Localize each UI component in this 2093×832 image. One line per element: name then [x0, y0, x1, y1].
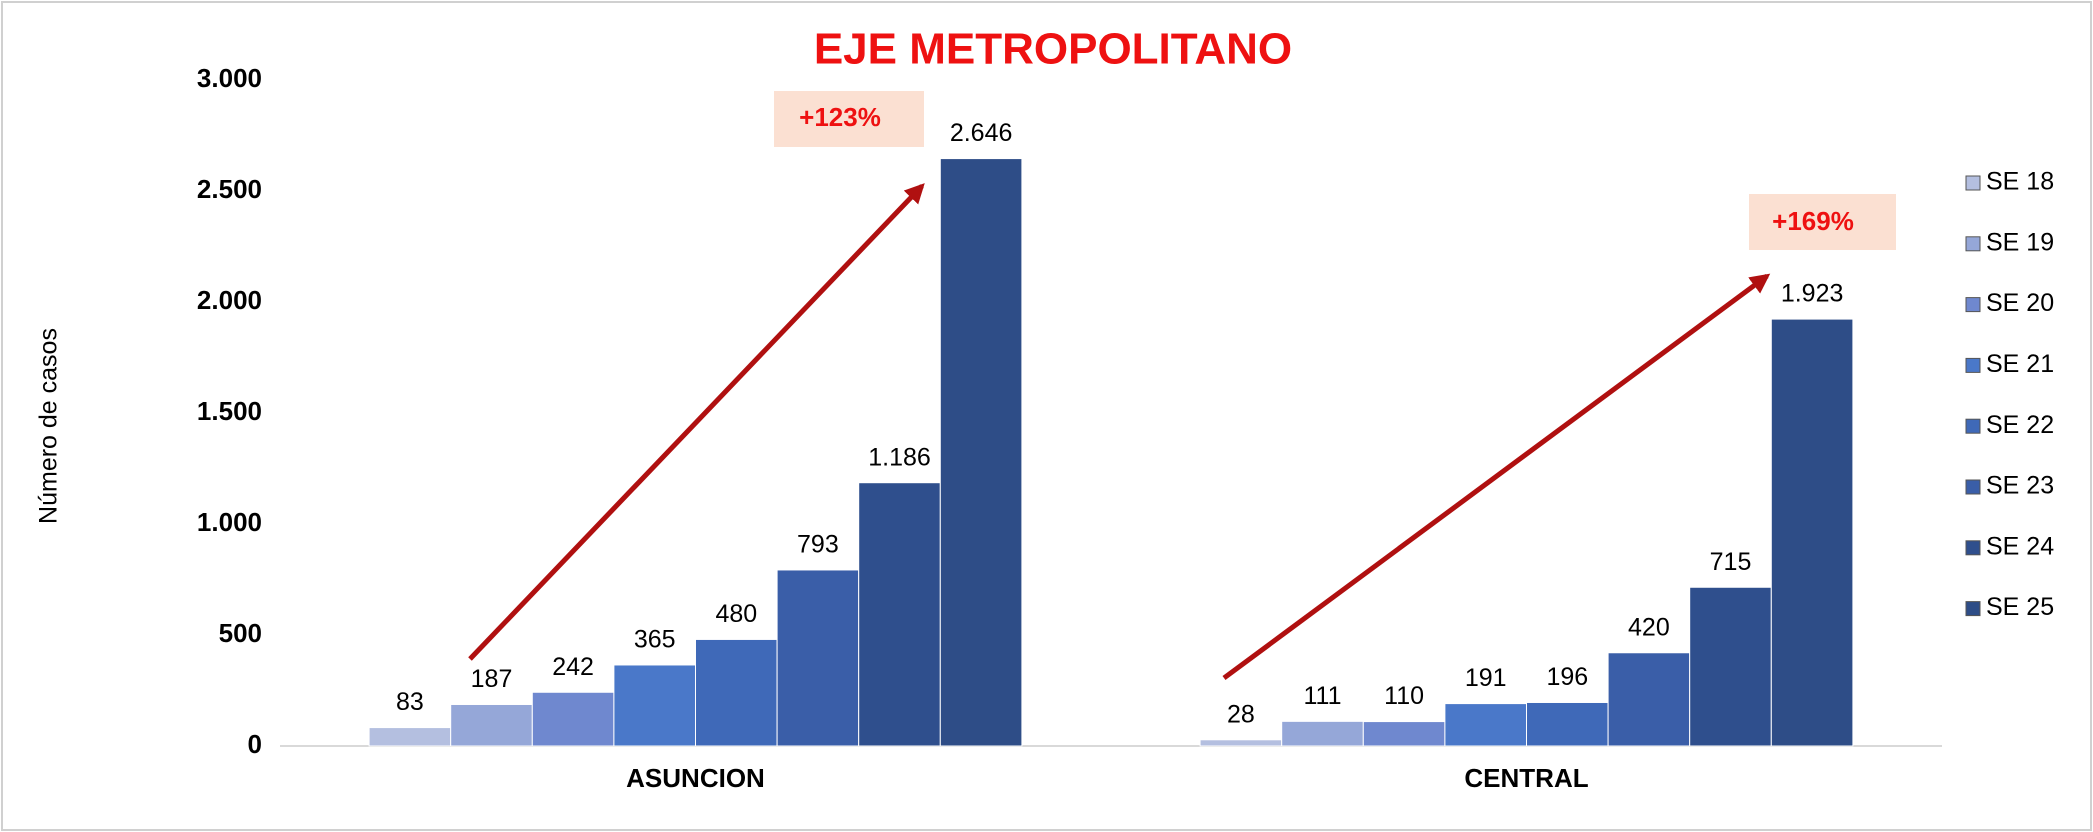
- legend-swatch: [1965, 175, 1981, 191]
- bar: [1689, 586, 1772, 747]
- data-label: 715: [1710, 548, 1752, 576]
- y-tick-label: 2.000: [197, 285, 262, 315]
- data-label: 480: [715, 600, 757, 628]
- legend-swatch: [1965, 479, 1981, 495]
- data-label: 111: [1303, 682, 1341, 710]
- legend-label: SE 25: [1986, 593, 2054, 621]
- bar: [531, 691, 615, 747]
- legend-label: SE 21: [1986, 350, 2054, 378]
- bar: [368, 727, 452, 747]
- annotation: +169%: [1772, 206, 1854, 236]
- legend-label: SE 20: [1986, 289, 2054, 317]
- legend-swatch: [1965, 236, 1981, 252]
- legend-label: SE 19: [1986, 228, 2054, 256]
- bar: [1770, 318, 1854, 747]
- legend-swatch: [1965, 418, 1981, 434]
- y-tick-label: 3.000: [197, 63, 262, 93]
- legend-swatch: [1965, 540, 1981, 556]
- y-tick-label: 2.500: [197, 174, 262, 204]
- bar: [695, 638, 778, 747]
- bar: [776, 569, 860, 747]
- x-tick-label: ASUNCION: [626, 763, 765, 793]
- data-label: 420: [1628, 613, 1670, 641]
- y-tick-label: 0: [248, 729, 262, 759]
- legend-label: SE 23: [1986, 472, 2054, 500]
- bar: [939, 158, 1023, 747]
- bar: [1281, 720, 1364, 747]
- trend-arrow: [1222, 273, 1771, 681]
- bar: [858, 482, 941, 747]
- data-label: 365: [634, 626, 676, 654]
- x-tick-label: CENTRAL: [1464, 763, 1588, 793]
- legend-label: SE 22: [1986, 411, 2054, 439]
- data-label: 187: [471, 665, 513, 693]
- data-label: 196: [1546, 663, 1588, 691]
- bar: [1444, 703, 1528, 747]
- data-label: 793: [797, 531, 839, 559]
- legend-label: SE 24: [1986, 532, 2054, 560]
- chart-title: EJE METROPOLITANO: [814, 25, 1292, 74]
- annotation-box: [1749, 194, 1896, 250]
- data-label: 242: [552, 653, 594, 681]
- bar: [1199, 739, 1283, 747]
- y-tick-label: 1.500: [197, 396, 262, 426]
- data-label: 28: [1227, 700, 1255, 728]
- legend-swatch: [1965, 357, 1981, 373]
- data-label: 2.646: [950, 119, 1013, 147]
- bar: [613, 664, 697, 747]
- annotation: +123%: [799, 102, 881, 132]
- y-tick-label: 1.000: [197, 507, 262, 537]
- bar: [1526, 701, 1609, 747]
- bar: [450, 703, 533, 747]
- data-label: 1.923: [1781, 280, 1844, 308]
- bar: [1607, 652, 1691, 747]
- trend-arrow: [468, 183, 925, 661]
- legend-swatch: [1965, 601, 1981, 617]
- data-label: 110: [1384, 682, 1424, 710]
- legend-swatch: [1965, 297, 1981, 313]
- data-label: 191: [1465, 664, 1507, 692]
- legend-label: SE 18: [1986, 168, 2054, 196]
- annotation-box: [774, 91, 924, 147]
- bar: [1362, 721, 1446, 747]
- data-label: 1.186: [868, 443, 931, 471]
- y-axis-label: Número de casos: [35, 328, 63, 524]
- data-label: 83: [396, 688, 424, 716]
- y-tick-label: 500: [219, 618, 262, 648]
